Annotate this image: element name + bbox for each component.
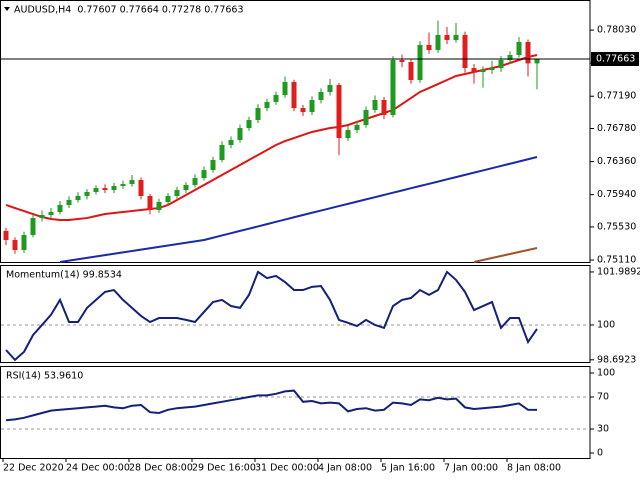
y-tick-label: 100	[597, 319, 615, 330]
candle-body	[372, 100, 378, 111]
y-tick-label: 70	[597, 392, 609, 403]
y-tick-label: 0.78030	[597, 25, 636, 36]
moving-average	[59, 156, 538, 263]
y-tick-label: 98.6923	[597, 354, 636, 365]
candle-body	[219, 144, 225, 161]
candle-body	[138, 180, 144, 197]
candle-body	[84, 191, 90, 197]
candle-body	[111, 186, 117, 191]
candle-body	[354, 124, 360, 131]
y-tick-label: 30	[597, 424, 609, 435]
y-tick-label: 101.9892	[597, 266, 640, 277]
candle-body	[273, 94, 279, 102]
x-tick-label: 22 Dec 2020	[3, 463, 64, 474]
candle-body	[156, 201, 162, 211]
x-tick-label: 28 Dec 08:00	[129, 463, 193, 474]
candle-body	[21, 234, 27, 251]
candle-body	[147, 196, 153, 211]
candle-body	[210, 160, 216, 171]
candle-body	[498, 60, 504, 69]
candle-body	[489, 68, 495, 71]
candle-body	[381, 100, 387, 115]
candle-body	[264, 101, 270, 109]
x-tick-label: 4 Jan 08:00	[318, 463, 372, 474]
candle-body	[300, 108, 306, 112]
y-tick-label: 0.77190	[597, 91, 636, 102]
panel-frame	[0, 366, 591, 459]
candle-body	[165, 196, 171, 202]
candle-body	[453, 34, 459, 41]
y-tick-label: 0.75530	[597, 221, 636, 232]
candle-body	[525, 41, 531, 64]
panel-title: RSI(14) 53.9610	[6, 371, 83, 382]
candle-body	[318, 91, 324, 101]
candle-body	[444, 34, 450, 41]
candle-body	[174, 190, 180, 197]
x-tick-label: 29 Dec 16:00	[192, 463, 256, 474]
candle-body	[408, 61, 414, 81]
candle-body	[57, 204, 63, 212]
candle-body	[462, 34, 468, 69]
candle-body	[120, 184, 126, 187]
candle-body	[255, 108, 261, 121]
candle-body	[480, 70, 486, 72]
candle-body	[3, 230, 9, 241]
candle-body	[201, 170, 207, 179]
panel-title: Momentum(14) 99.8534	[6, 270, 122, 281]
candle-body	[516, 41, 522, 55]
candle-body	[291, 81, 297, 109]
x-tick-label: 8 Jan 08:00	[507, 463, 561, 474]
candle-body	[102, 188, 108, 191]
candle-body	[399, 60, 405, 62]
y-tick-label: 0.76360	[597, 156, 636, 167]
candle-body	[417, 44, 423, 81]
x-tick-label: 24 Dec 00:00	[66, 463, 130, 474]
candle-body	[192, 178, 198, 185]
candle-body	[471, 68, 477, 72]
candle-body	[30, 218, 36, 235]
x-tick-label: 5 Jan 16:00	[381, 463, 435, 474]
candle-body	[237, 128, 243, 141]
candle-body	[309, 100, 315, 112]
x-tick-label: 31 Dec 00:00	[255, 463, 319, 474]
candle-body	[363, 110, 369, 125]
y-tick-label: 0.75940	[597, 189, 636, 200]
candle-body	[183, 184, 189, 191]
y-tick-label: 0.76780	[597, 123, 636, 134]
menu-icon	[4, 7, 10, 11]
candle-body	[75, 196, 81, 201]
indicator-line	[5, 389, 538, 422]
candle-body	[12, 240, 18, 251]
candle-body	[390, 60, 396, 115]
candle-body	[66, 200, 72, 205]
y-tick-label: 100	[597, 368, 615, 379]
candle-body	[426, 44, 432, 51]
moving-average	[5, 53, 538, 222]
current-price-label: 0.77663	[596, 53, 635, 64]
panel-title: AUDUSD,H4 0.77607 0.77664 0.77278 0.7766…	[14, 5, 244, 16]
candle-body	[507, 54, 513, 61]
candle-body	[327, 84, 333, 92]
current-price-box	[591, 51, 639, 66]
candle-body	[534, 58, 540, 64]
candle-body	[228, 140, 234, 145]
moving-average	[473, 247, 538, 263]
candle-body	[39, 214, 45, 219]
panel-frame	[0, 0, 591, 263]
candle-body	[48, 211, 54, 215]
candle-body	[336, 84, 342, 139]
candle-body	[435, 34, 441, 51]
candle-body	[345, 130, 351, 139]
panel-frame	[0, 265, 591, 363]
y-tick-label: 0	[597, 448, 603, 459]
y-tick-label: 0.75110	[597, 255, 636, 266]
candle-body	[129, 180, 135, 185]
candle-body	[246, 120, 252, 129]
candle-body	[93, 188, 99, 192]
indicator-line	[5, 270, 538, 362]
candle-body	[282, 81, 288, 95]
x-tick-label: 7 Jan 00:00	[444, 463, 498, 474]
